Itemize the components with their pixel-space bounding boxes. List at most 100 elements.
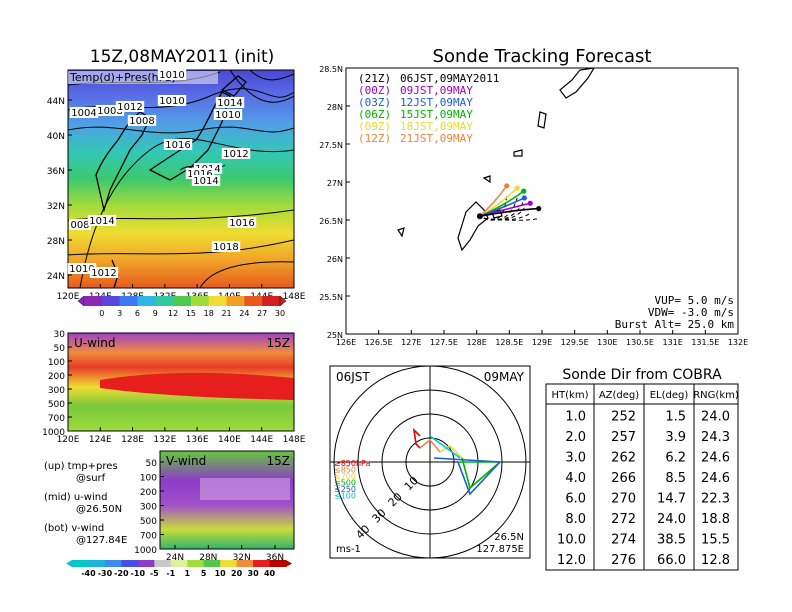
x-tick-label: 130.5E: [626, 338, 654, 347]
wind-bar-swatch: [137, 560, 155, 567]
wind-bar-swatch: [154, 560, 172, 567]
isobar-label: 1008: [129, 116, 154, 127]
y-tick-label: 25.5N: [319, 293, 343, 302]
x-tick-label: 144E: [250, 435, 273, 445]
hodograph-ring-label: 20: [386, 490, 405, 509]
table-cell: 252: [611, 410, 636, 425]
isobar-label-bg: [157, 95, 187, 106]
isobar-label-bg: [215, 97, 245, 108]
table-cell: 38.5: [657, 533, 686, 548]
table-frame: [545, 383, 739, 571]
temp-colorbar: 0 3 6 9 12 15 18 21 24 27 30: [77, 295, 287, 318]
x-tick-label: 36N: [266, 553, 284, 563]
left-title: 15Z,08MAY2011 (init): [90, 47, 275, 67]
v-wind-label: V-wind: [166, 454, 206, 468]
y-tick-label: 26N: [327, 255, 343, 264]
y-tick-label: 30: [54, 330, 66, 340]
y-tick-label: 25N: [327, 331, 343, 340]
panel-legend: (up) tmp+pres @surf (mid) u-wind @26.50N…: [44, 461, 127, 546]
wind-bar-tick: -5: [150, 569, 159, 578]
run-legend-item: (03Z) 12JST,09MAY: [358, 96, 473, 109]
u-wind-x-ticks: 120E 124E 128E 132E 136E 140E 144E 148E: [57, 427, 306, 445]
y-tick-label: 26.5N: [319, 217, 343, 226]
wind-bar-swatch: [88, 560, 106, 567]
x-tick-label: 128.5E: [495, 338, 523, 347]
colorbar-tick: 18: [204, 309, 214, 318]
y-tick-label: 32N: [47, 202, 65, 212]
table-cell: 270: [611, 492, 636, 507]
wind-bar-tick: 1: [184, 569, 190, 578]
param-vdw: VDW= -3.0 m/s: [648, 306, 734, 319]
run-legend-item: (00Z) 09JST,09MAY: [358, 84, 473, 97]
isobar-label: 008: [70, 220, 89, 231]
param-vup: VUP= 5.0 m/s: [655, 294, 734, 307]
x-tick-label: 127E: [401, 338, 421, 347]
colorbar-arrow-high: [279, 295, 287, 307]
x-tick-label: 127.5E: [430, 338, 458, 347]
table-cell: 266: [611, 471, 636, 486]
table-cell: 24.6: [701, 451, 730, 466]
isobar-label: 1010: [159, 70, 184, 81]
run-legend-item: (06Z) 15JST,09MAY: [358, 108, 473, 121]
u-wind-frame: [67, 332, 295, 432]
x-tick-label: 132E: [153, 435, 176, 445]
colorbar-swatch: [137, 296, 156, 306]
isobar-label-bg: [69, 107, 99, 118]
colorbar-swatch: [244, 296, 263, 306]
isobar-label: 1016: [187, 169, 212, 180]
isobar-label: 1014: [217, 98, 242, 109]
u-wind-time: 15Z: [267, 336, 291, 350]
v-wind-time: 15Z: [267, 454, 291, 468]
x-tick-label: 131.5E: [691, 338, 719, 347]
sonde-burst-point: [536, 206, 542, 212]
table-cell: 8.5: [665, 471, 686, 486]
y-tick-label: 28.5N: [319, 65, 343, 74]
wind-bar-arrow-high: [286, 560, 292, 567]
colorbar-tick: 27: [257, 309, 267, 318]
wind-bar-swatch: [170, 560, 188, 567]
table-cell: 4.0: [565, 471, 586, 486]
v-wind-y-ticks: 50 100 200 300 500 700 1000: [134, 459, 164, 556]
legend-up-1: (up) tmp+pres: [44, 461, 118, 472]
isobar-label-bg: [115, 101, 145, 112]
table-cell: 3.0: [565, 451, 586, 466]
y-tick-label: 200: [140, 488, 157, 498]
sonde-burst-point: [504, 183, 510, 189]
x-tick-label: 148E: [283, 435, 306, 445]
table-cell: 12.0: [557, 553, 586, 568]
x-tick-label: 132E: [728, 338, 748, 347]
v-wind-frame: [159, 450, 295, 550]
sonde-burst-point: [514, 185, 520, 191]
launch-point: [476, 213, 483, 220]
tracking-y-ticks: 25N 25.5N 26N 26.5N 27N 27.5N 28N 28.5N: [319, 65, 350, 340]
isobar-label-bg: [163, 139, 193, 150]
layer-legend-item: ≤700: [334, 472, 356, 481]
x-tick-label: 140E: [218, 435, 241, 445]
hodograph-lon: 127.875E: [476, 544, 524, 555]
y-tick-label: 28N: [327, 103, 343, 112]
tracking-title: Sonde Tracking Forecast: [433, 46, 652, 67]
colorbar-swatch: [173, 296, 192, 306]
y-tick-label: 100: [48, 358, 65, 368]
sonde-track-descent: [483, 207, 525, 221]
y-tick-label: 27N: [327, 179, 343, 188]
wind-bar-tick: 5: [201, 569, 207, 578]
wind-bar-tick: -10: [131, 569, 146, 578]
sonde-burst-point: [527, 200, 533, 206]
isobar-label-bg: [95, 105, 125, 116]
hodograph-lat: 26.5N: [494, 532, 524, 543]
isobar-lines: [68, 70, 294, 288]
top-map-label: Temp(d)+Pres(hPa): [69, 71, 176, 84]
isobar-label: 1018: [213, 242, 238, 253]
colorbar-tick: 12: [168, 309, 178, 318]
x-tick-label: 124E: [89, 435, 112, 445]
table-cell: 262: [611, 451, 636, 466]
colorbar-swatch: [84, 296, 103, 306]
x-tick-label: 136E: [186, 435, 209, 445]
wind-bar-swatch: [203, 560, 221, 567]
isobar-label-bg: [89, 267, 119, 278]
x-tick-label: 28N: [199, 553, 217, 563]
colorbar-swatch: [208, 296, 228, 306]
wind-bar-tick: -40: [81, 569, 96, 578]
table-cell: 8.0: [565, 512, 586, 527]
